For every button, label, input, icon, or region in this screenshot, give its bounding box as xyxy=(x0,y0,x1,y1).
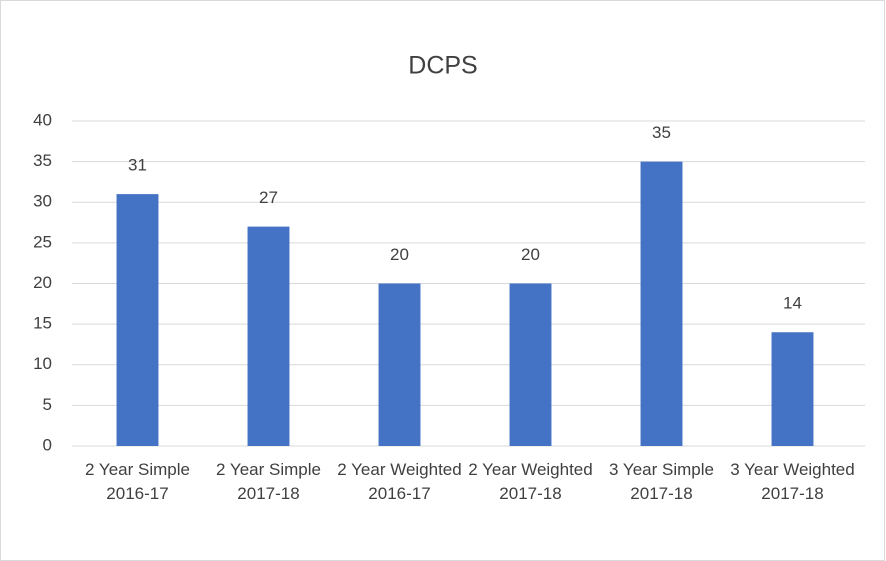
data-label: 35 xyxy=(652,123,671,142)
y-tick-label: 15 xyxy=(33,314,52,333)
x-tick-label: 2 Year Weighted 2017-18 xyxy=(468,460,593,503)
y-tick-label: 0 xyxy=(43,435,52,454)
data-label: 20 xyxy=(390,245,409,264)
x-tick-label: 3 Year Weighted 2017-18 xyxy=(730,460,855,503)
data-label: 20 xyxy=(521,245,540,264)
bar xyxy=(378,283,421,446)
y-tick-label: 25 xyxy=(33,232,52,251)
x-tick-label: 2 Year Weighted 2016-17 xyxy=(337,460,462,503)
data-label: 27 xyxy=(259,188,278,207)
bar xyxy=(247,226,290,446)
y-tick-label: 20 xyxy=(33,273,52,292)
data-label: 14 xyxy=(783,294,802,313)
y-tick-label: 35 xyxy=(33,151,52,170)
bar xyxy=(116,194,159,446)
y-tick-label: 5 xyxy=(43,395,52,414)
x-tick-label: 2 Year Simple 2016-17 xyxy=(85,460,190,503)
y-tick-label: 30 xyxy=(33,192,52,211)
chart-title: DCPS xyxy=(408,52,477,80)
bar xyxy=(771,332,814,446)
data-label: 31 xyxy=(128,156,147,175)
y-tick-label: 40 xyxy=(33,110,52,129)
x-tick-label: 3 Year Simple 2017-18 xyxy=(609,460,714,503)
x-tick-label: 2 Year Simple 2017-18 xyxy=(216,460,321,503)
y-tick-label: 10 xyxy=(33,354,52,373)
bar xyxy=(509,283,552,446)
bar xyxy=(640,161,683,446)
